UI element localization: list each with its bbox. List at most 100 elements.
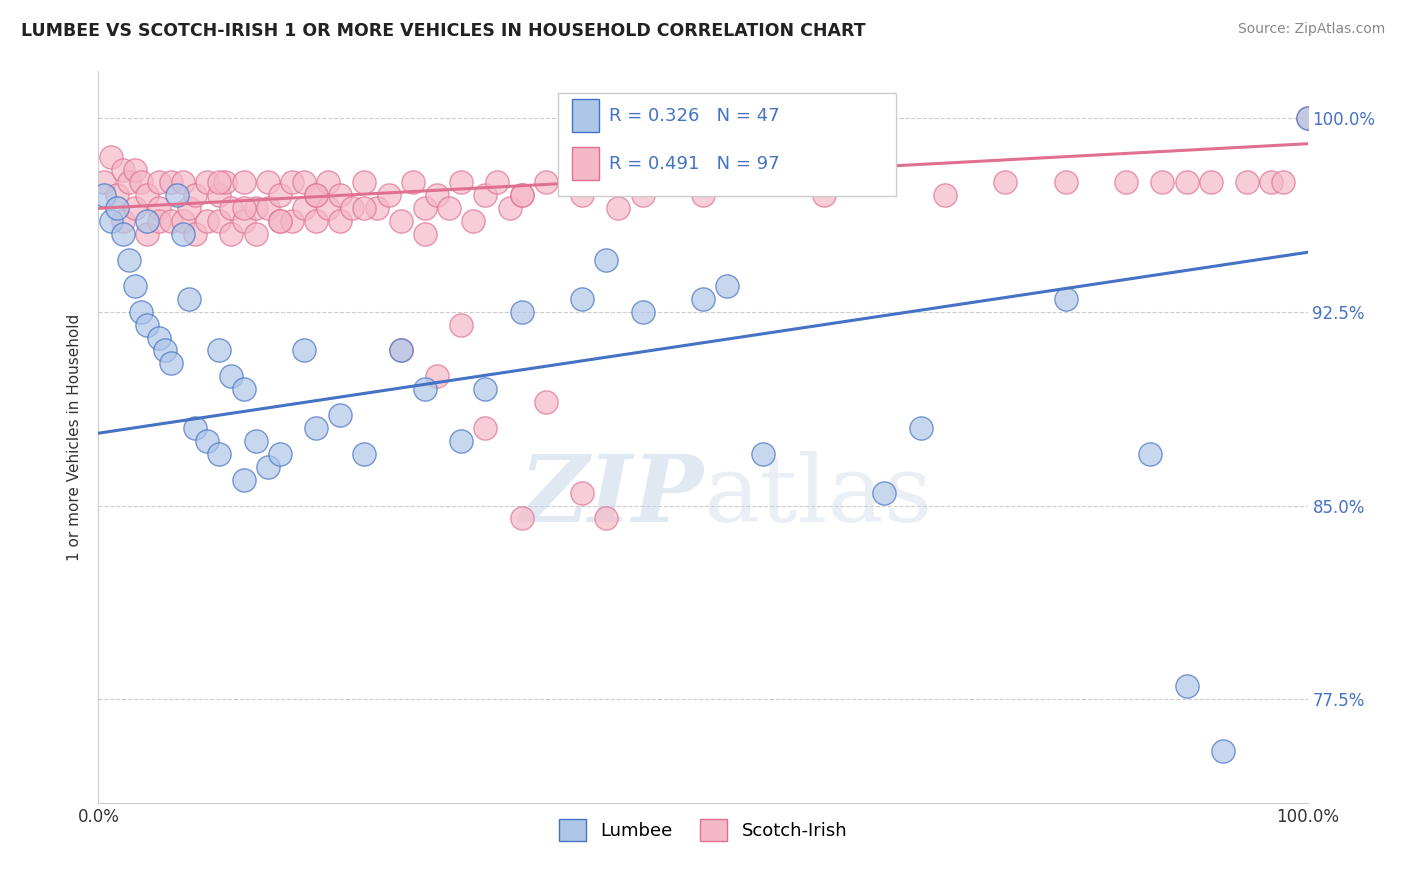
Point: [208, 343, 231, 358]
Point: [486, 176, 509, 190]
Point: [245, 434, 267, 448]
Point: [195, 434, 218, 448]
Point: [111, 162, 134, 177]
Point: [292, 176, 315, 190]
Point: [1260, 176, 1282, 190]
Point: [342, 202, 364, 216]
Point: [426, 369, 449, 384]
Point: [329, 408, 352, 422]
Point: [160, 356, 183, 370]
Point: [1199, 176, 1222, 190]
Point: [377, 188, 399, 202]
Point: [172, 176, 194, 190]
Point: [105, 202, 128, 216]
Text: atlas: atlas: [703, 450, 932, 541]
Y-axis label: 1 or more Vehicles in Household: 1 or more Vehicles in Household: [67, 313, 83, 561]
Point: [172, 214, 194, 228]
Point: [179, 292, 201, 306]
Point: [129, 304, 152, 318]
Point: [135, 214, 157, 228]
Point: [214, 176, 236, 190]
Point: [426, 188, 449, 202]
Point: [1175, 176, 1198, 190]
Point: [292, 202, 315, 216]
Point: [305, 188, 328, 202]
Point: [118, 253, 141, 268]
Point: [402, 176, 425, 190]
Point: [934, 188, 956, 202]
Point: [474, 421, 496, 435]
Point: [135, 318, 157, 332]
Point: [269, 214, 291, 228]
Point: [1054, 176, 1077, 190]
Point: [994, 176, 1017, 190]
Point: [232, 473, 254, 487]
Point: [413, 382, 436, 396]
Point: [692, 188, 714, 202]
Point: [595, 511, 617, 525]
Point: [474, 188, 496, 202]
Point: [135, 188, 157, 202]
Point: [305, 421, 328, 435]
Point: [631, 188, 654, 202]
Point: [221, 202, 243, 216]
Point: [498, 202, 520, 216]
Point: [184, 421, 207, 435]
Point: [208, 447, 231, 461]
Point: [910, 421, 932, 435]
Point: [256, 202, 278, 216]
Point: [534, 176, 557, 190]
Point: [269, 214, 291, 228]
Point: [179, 202, 201, 216]
Point: [100, 150, 122, 164]
Point: [305, 214, 328, 228]
Point: [366, 202, 388, 216]
FancyBboxPatch shape: [572, 147, 599, 180]
Point: [1272, 176, 1295, 190]
Point: [118, 176, 141, 190]
Point: [510, 304, 533, 318]
Point: [1054, 292, 1077, 306]
Point: [607, 202, 630, 216]
Point: [232, 202, 254, 216]
FancyBboxPatch shape: [572, 99, 599, 132]
Point: [269, 447, 291, 461]
Point: [93, 176, 115, 190]
Point: [256, 459, 278, 474]
Point: [437, 202, 460, 216]
Point: [510, 188, 533, 202]
Point: [450, 434, 472, 448]
Point: [389, 343, 412, 358]
Point: [232, 214, 254, 228]
Point: [595, 253, 617, 268]
Point: [595, 176, 617, 190]
Point: [450, 318, 472, 332]
Point: [292, 343, 315, 358]
Legend: Lumbee, Scotch-Irish: Lumbee, Scotch-Irish: [551, 812, 855, 848]
Point: [208, 188, 231, 202]
Point: [571, 292, 593, 306]
Point: [281, 214, 304, 228]
Point: [389, 214, 412, 228]
Point: [329, 214, 352, 228]
Point: [413, 202, 436, 216]
Text: LUMBEE VS SCOTCH-IRISH 1 OR MORE VEHICLES IN HOUSEHOLD CORRELATION CHART: LUMBEE VS SCOTCH-IRISH 1 OR MORE VEHICLE…: [21, 22, 866, 40]
Point: [281, 176, 304, 190]
Point: [716, 278, 738, 293]
Point: [510, 188, 533, 202]
Point: [148, 176, 170, 190]
Point: [124, 162, 146, 177]
Point: [1296, 111, 1319, 125]
Point: [208, 214, 231, 228]
Point: [389, 343, 412, 358]
Point: [172, 227, 194, 242]
Point: [221, 369, 243, 384]
Text: Source: ZipAtlas.com: Source: ZipAtlas.com: [1237, 22, 1385, 37]
Point: [105, 188, 128, 202]
Point: [655, 176, 678, 190]
Point: [100, 214, 122, 228]
Point: [232, 176, 254, 190]
Point: [124, 202, 146, 216]
Text: R = 0.491   N = 97: R = 0.491 N = 97: [609, 155, 779, 173]
Point: [571, 485, 593, 500]
